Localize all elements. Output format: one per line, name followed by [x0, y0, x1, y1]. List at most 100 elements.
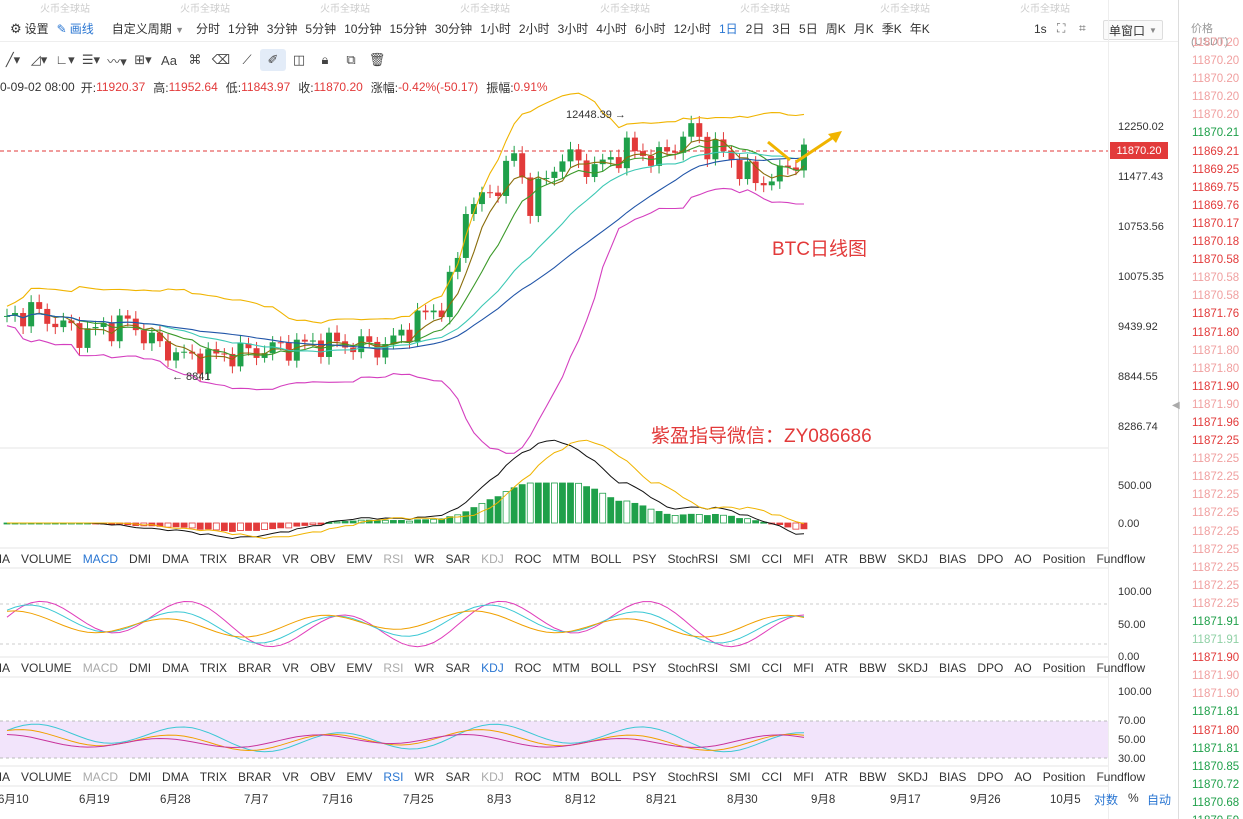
interval-label[interactable]: 1s	[1034, 21, 1047, 36]
indicator-tab-cci[interactable]: CCI	[761, 552, 783, 566]
indicator-tab-psy[interactable]: PSY	[632, 552, 657, 566]
indicator-tab-emv[interactable]: EMV	[346, 661, 373, 675]
indicator-tab-volume[interactable]: VOLUME	[21, 552, 72, 566]
indicator-tab-ma[interactable]: MA	[0, 770, 10, 784]
indicator-tab-dma[interactable]: DMA	[162, 661, 189, 675]
period-1小时[interactable]: 1小时	[480, 22, 511, 36]
indicator-tab-atr[interactable]: ATR	[824, 770, 848, 784]
indicator-tab-macd[interactable]: MACD	[82, 661, 119, 675]
indicator-tab-sar[interactable]: SAR	[445, 770, 471, 784]
text-tool-icon[interactable]: Aa	[161, 52, 177, 68]
period-4小时[interactable]: 4小时	[596, 22, 627, 36]
period-30分钟[interactable]: 30分钟	[434, 22, 473, 36]
indicator-tab-bbw[interactable]: BBW	[859, 770, 887, 784]
indicator-tab-vr[interactable]: VR	[282, 552, 300, 566]
indicator-tab-dmi[interactable]: DMI	[129, 661, 152, 675]
indicator-tab-bias[interactable]: BIAS	[939, 661, 967, 675]
indicator-tab-mfi[interactable]: MFI	[793, 661, 814, 675]
indicator-tab-boll[interactable]: BOLL	[590, 552, 622, 566]
indicator-tab-rsi[interactable]: RSI	[383, 770, 404, 784]
period-周K[interactable]: 周K	[825, 22, 846, 36]
indicator-tab-roc[interactable]: ROC	[514, 661, 542, 675]
indicator-tab-cci[interactable]: CCI	[761, 661, 783, 675]
indicator-tab-volume[interactable]: VOLUME	[21, 770, 72, 784]
indicator-tab-atr[interactable]: ATR	[824, 552, 848, 566]
indicator-tab-stochrsi[interactable]: StochRSI	[667, 661, 719, 675]
period-2日[interactable]: 2日	[745, 22, 765, 36]
parallel-lines-icon[interactable]: ☰▾	[81, 52, 101, 67]
trash-icon[interactable]: 🗑︎	[368, 52, 386, 67]
indicator-tab-mtm[interactable]: MTM	[552, 661, 580, 675]
indicator-tab-psy[interactable]: PSY	[632, 770, 657, 784]
indicator-tab-macd[interactable]: MACD	[82, 552, 119, 566]
indicator-tab-bias[interactable]: BIAS	[939, 552, 967, 566]
indicator-tab-psy[interactable]: PSY	[632, 661, 657, 675]
indicator-tab-dpo[interactable]: DPO	[977, 770, 1004, 784]
screenshot-icon[interactable]: ⌗	[1079, 21, 1086, 35]
indicator-tab-wr[interactable]: WR	[414, 770, 435, 784]
indicator-tab-trix[interactable]: TRIX	[199, 661, 228, 675]
indicator-tab-dpo[interactable]: DPO	[977, 661, 1004, 675]
indicator-tab-position[interactable]: Position	[1042, 552, 1086, 566]
indicator-tab-ao[interactable]: AO	[1014, 770, 1032, 784]
indicator-tab-dma[interactable]: DMA	[162, 770, 189, 784]
price-axis[interactable]	[1108, 0, 1178, 819]
indicator-tab-atr[interactable]: ATR	[824, 661, 848, 675]
period-5分钟[interactable]: 5分钟	[305, 22, 337, 36]
percent-scale-button[interactable]: %	[1128, 791, 1139, 805]
indicator-tab-kdj[interactable]: KDJ	[481, 661, 504, 675]
period-12小时[interactable]: 12小时	[673, 22, 711, 36]
period-2小时[interactable]: 2小时	[518, 22, 550, 36]
period-3分钟[interactable]: 3分钟	[266, 22, 298, 36]
visibility-icon[interactable]: ◫	[292, 52, 306, 67]
indicator-tab-kdj[interactable]: KDJ	[481, 552, 504, 566]
indicator-tab-stochrsi[interactable]: StochRSI	[667, 552, 719, 566]
period-1日[interactable]: 1日	[718, 22, 738, 36]
indicator-tab-roc[interactable]: ROC	[514, 552, 542, 566]
indicator-tab-vr[interactable]: VR	[282, 770, 300, 784]
indicator-tab-wr[interactable]: WR	[414, 552, 435, 566]
indicator-tab-vr[interactable]: VR	[282, 661, 300, 675]
indicator-tab-dpo[interactable]: DPO	[977, 552, 1004, 566]
period-6小时[interactable]: 6小时	[634, 22, 666, 36]
eraser-icon[interactable]: ⌫	[211, 52, 231, 67]
indicator-tab-skdj[interactable]: SKDJ	[897, 770, 929, 784]
indicator-tab-rsi[interactable]: RSI	[383, 661, 404, 675]
indicator-tab-mfi[interactable]: MFI	[793, 770, 814, 784]
indicator-tab-mtm[interactable]: MTM	[552, 770, 580, 784]
indicator-tab-fundflow[interactable]: Fundflow	[1096, 661, 1146, 675]
indicator-tab-cci[interactable]: CCI	[761, 770, 783, 784]
indicator-tab-brar[interactable]: BRAR	[238, 552, 272, 566]
indicator-tab-roc[interactable]: ROC	[514, 770, 542, 784]
indicator-tab-mfi[interactable]: MFI	[793, 552, 814, 566]
draw-mode-icon[interactable]: ✐	[260, 49, 286, 71]
window-mode-select[interactable]: 单窗口 ▼	[1103, 20, 1163, 40]
indicator-tab-trix[interactable]: TRIX	[199, 770, 228, 784]
period-季K[interactable]: 季K	[881, 22, 902, 36]
indicator-tab-emv[interactable]: EMV	[346, 770, 373, 784]
indicator-tab-dmi[interactable]: DMI	[129, 552, 152, 566]
indicator-tab-rsi[interactable]: RSI	[383, 552, 404, 566]
indicator-tab-fundflow[interactable]: Fundflow	[1096, 770, 1146, 784]
period-15分钟[interactable]: 15分钟	[389, 22, 427, 36]
indicator-tab-skdj[interactable]: SKDJ	[897, 661, 929, 675]
indicator-tab-volume[interactable]: VOLUME	[21, 661, 72, 675]
indicator-tab-boll[interactable]: BOLL	[590, 661, 622, 675]
indicator-tab-dma[interactable]: DMA	[162, 552, 189, 566]
indicator-tab-brar[interactable]: BRAR	[238, 770, 272, 784]
indicator-tab-fundflow[interactable]: Fundflow	[1096, 552, 1146, 566]
indicator-tab-ma[interactable]: MA	[0, 661, 10, 675]
period-年K[interactable]: 年K	[909, 22, 930, 36]
period-10分钟[interactable]: 10分钟	[344, 22, 382, 36]
indicator-tab-macd[interactable]: MACD	[82, 770, 119, 784]
lock-icon[interactable]: 🔒︎	[321, 52, 329, 67]
indicator-tab-position[interactable]: Position	[1042, 661, 1086, 675]
indicator-tab-bias[interactable]: BIAS	[939, 770, 967, 784]
period-5日[interactable]: 5日	[799, 22, 818, 36]
indicator-tab-skdj[interactable]: SKDJ	[897, 552, 929, 566]
period-月K[interactable]: 月K	[853, 22, 874, 36]
indicator-tab-smi[interactable]: SMI	[729, 552, 751, 566]
custom-period-dropdown[interactable]: 自定义周期 ▼	[111, 22, 185, 36]
indicator-tab-smi[interactable]: SMI	[729, 770, 751, 784]
indicator-tab-wr[interactable]: WR	[414, 661, 435, 675]
